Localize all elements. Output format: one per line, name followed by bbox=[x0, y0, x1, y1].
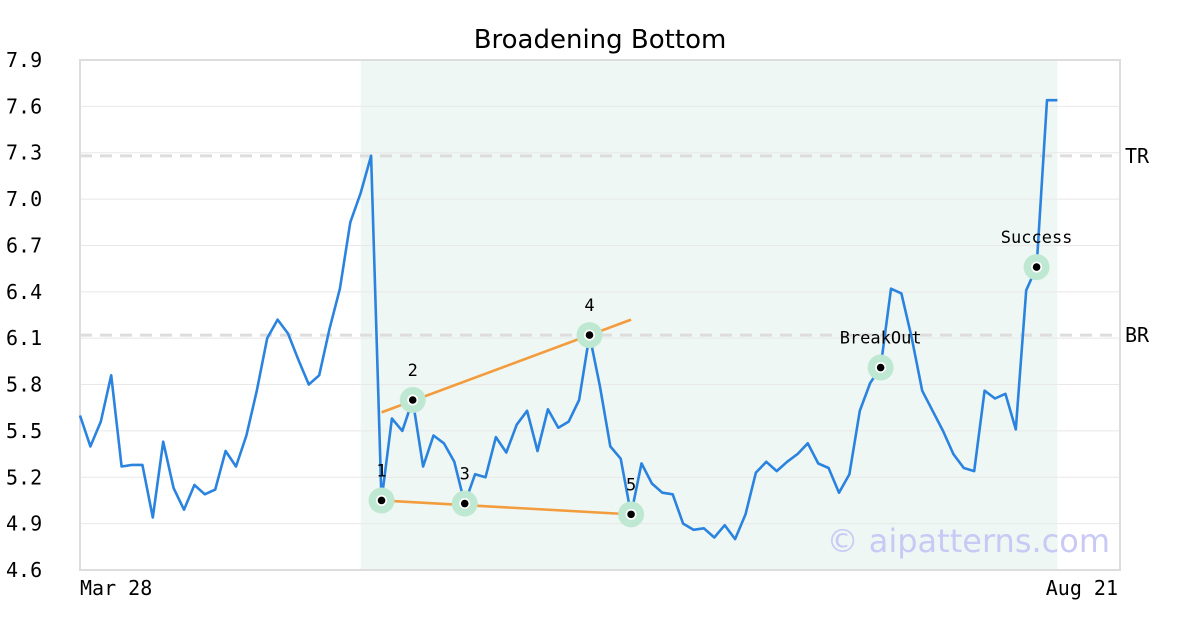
plot-frame bbox=[79, 59, 1121, 571]
lower-trend-line bbox=[381, 499, 632, 516]
marker-dot-4 bbox=[585, 331, 594, 339]
grid-layer bbox=[80, 105, 1120, 525]
y-tick-label: 7.9 bbox=[6, 48, 42, 72]
y-tick-label: 6.1 bbox=[6, 326, 42, 350]
price-series-line bbox=[78, 98, 1058, 541]
marker-label-breakout: BreakOut bbox=[840, 329, 922, 349]
reference-label-br: BR bbox=[1125, 323, 1150, 347]
y-tick-label: 4.9 bbox=[6, 512, 42, 536]
marker-dot-5 bbox=[627, 510, 635, 519]
watermark: © aipatterns.com bbox=[827, 522, 1110, 560]
y-tick-label: 7.3 bbox=[6, 141, 42, 165]
x-tick-label-start: Mar 28 bbox=[80, 576, 152, 600]
marker-label-1: 1 bbox=[376, 461, 386, 481]
y-tick-label: 5.8 bbox=[6, 373, 42, 397]
pattern-region bbox=[360, 60, 1058, 570]
y-tick-label: 4.6 bbox=[6, 558, 42, 582]
chart-title: Broadening Bottom bbox=[474, 25, 727, 55]
marker-dot-success bbox=[1032, 263, 1041, 271]
pattern-region-layer bbox=[360, 60, 1058, 570]
y-tick-label: 6.4 bbox=[6, 280, 42, 304]
y-tick-label: 7.0 bbox=[6, 187, 42, 211]
x-tick-label-end: Aug 21 bbox=[1046, 576, 1118, 600]
marked-points-layer: 1 2 3 4 5 BreakOut Success bbox=[368, 228, 1073, 528]
marker-dot-2 bbox=[408, 396, 417, 404]
marker-dot-1 bbox=[377, 496, 386, 505]
marker-dot-3 bbox=[460, 499, 469, 508]
marker-label-5: 5 bbox=[626, 475, 636, 495]
y-tick-label: 6.7 bbox=[6, 233, 42, 257]
marker-dot-breakout bbox=[876, 363, 885, 372]
marker-label-3: 3 bbox=[460, 465, 470, 485]
y-axis-tick-labels: 4.6 4.9 5.2 5.5 5.8 6.1 6.4 6.7 7.0 7.3 7.6 7.9 bbox=[6, 48, 42, 582]
y-tick-label: 5.5 bbox=[6, 419, 42, 443]
marker-label-2: 2 bbox=[408, 361, 418, 381]
reference-label-tr: TR bbox=[1125, 144, 1150, 168]
marker-label-success: Success bbox=[1001, 228, 1073, 248]
marker-label-4: 4 bbox=[584, 296, 594, 316]
y-tick-label: 5.2 bbox=[6, 465, 42, 489]
y-tick-label: 7.6 bbox=[6, 94, 42, 118]
